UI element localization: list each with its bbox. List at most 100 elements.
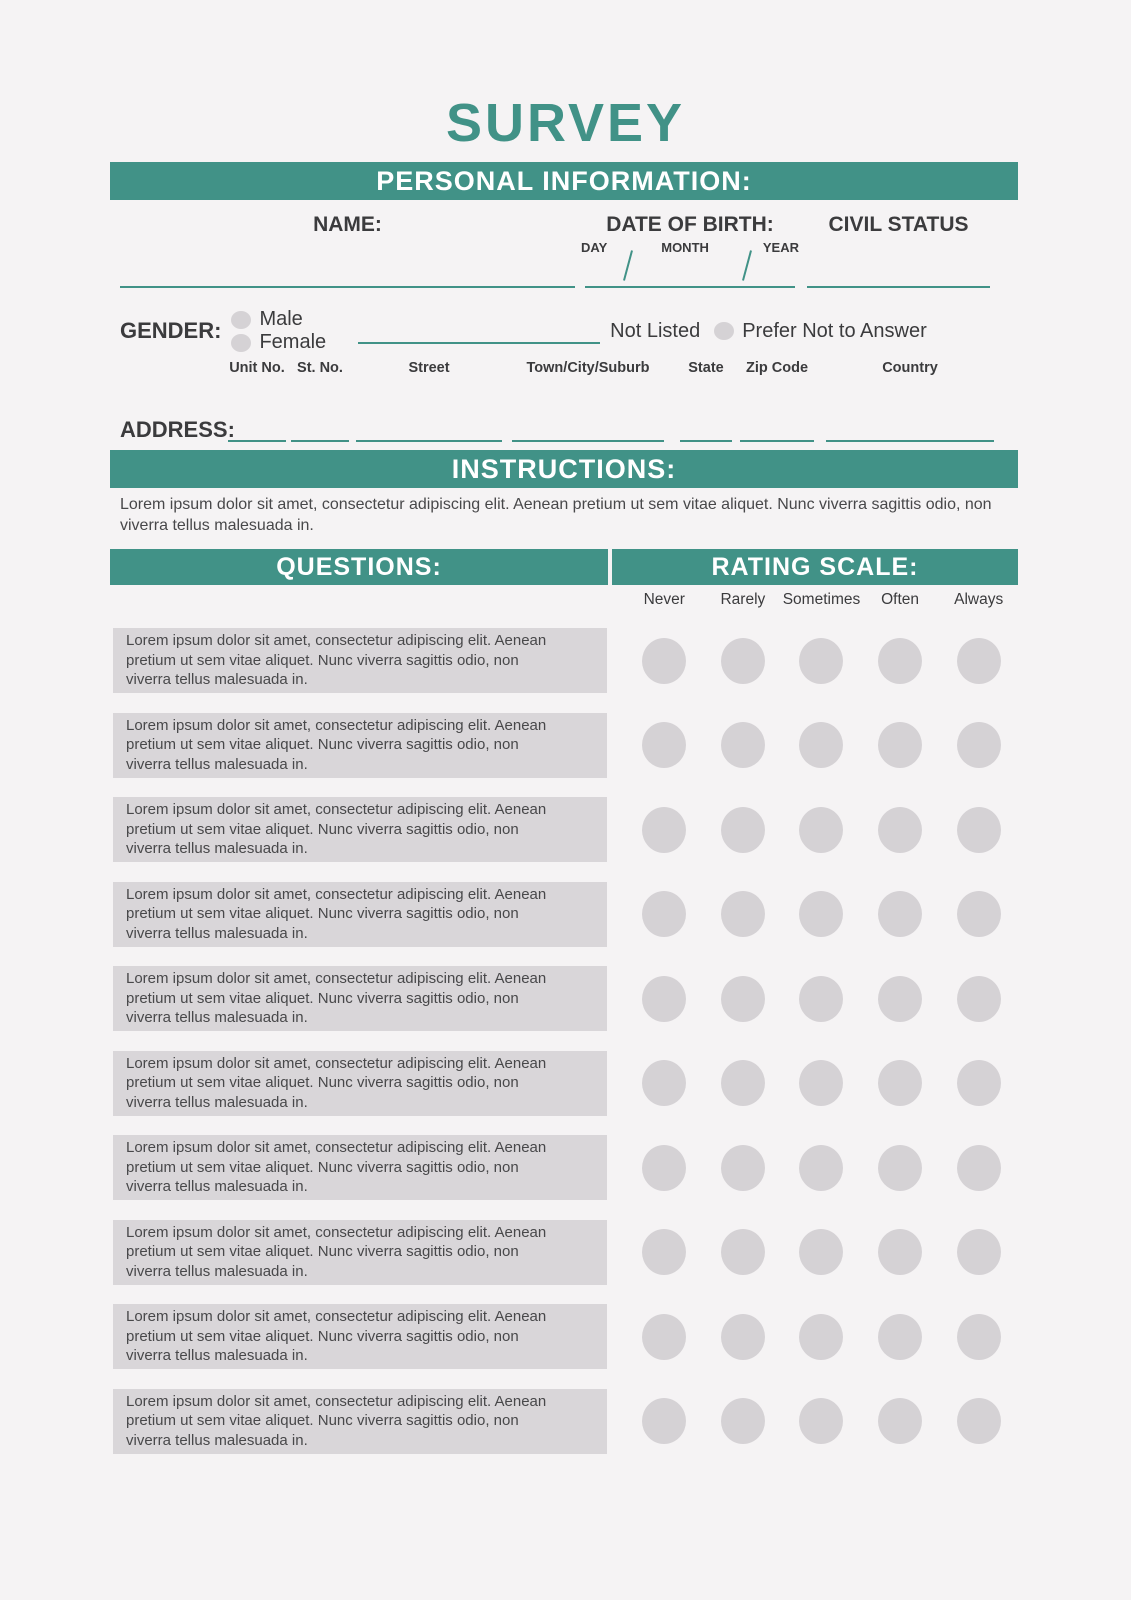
female-radio[interactable] — [231, 333, 252, 352]
address-input-line[interactable] — [740, 440, 814, 442]
rating-cell-sometimes — [782, 882, 861, 947]
rating-circle-never[interactable] — [642, 1060, 687, 1106]
rating-circle-sometimes[interactable] — [799, 1313, 844, 1360]
prefer-not-to-answer-radio[interactable] — [714, 322, 735, 340]
rating-circle-always[interactable] — [956, 891, 1001, 937]
rating-circle-rarely[interactable] — [720, 1144, 765, 1191]
rating-cell-never — [625, 713, 704, 778]
rating-circle-often[interactable] — [878, 975, 923, 1022]
rating-circle-rarely[interactable] — [720, 1313, 765, 1360]
rating-cell-sometimes — [782, 1389, 861, 1454]
rating-circle-rarely[interactable] — [720, 1229, 765, 1275]
rating-circle-always[interactable] — [956, 975, 1001, 1022]
gender-row: GENDER: Male Female Not Listed Prefer Not… — [120, 308, 1018, 353]
question-text: Lorem ipsum dolor sit amet, consectetur … — [126, 1392, 547, 1449]
instructions-header: INSTRUCTIONS: — [110, 450, 1018, 488]
address-input-line[interactable] — [291, 440, 349, 442]
rating-circle-often[interactable] — [878, 637, 923, 684]
rating-circle-sometimes[interactable] — [799, 722, 844, 768]
question-text-box: Lorem ipsum dolor sit amet, consectetur … — [113, 881, 607, 947]
rating-circle-often[interactable] — [878, 1144, 923, 1191]
rating-circle-rarely[interactable] — [720, 637, 765, 684]
rating-cell-rarely — [704, 882, 783, 947]
rating-circle-never[interactable] — [642, 637, 687, 684]
address-input-line[interactable] — [228, 440, 286, 442]
civil-status-input-line[interactable] — [807, 286, 990, 288]
rating-circle-often[interactable] — [878, 722, 923, 768]
question-text: Lorem ipsum dolor sit amet, consectetur … — [126, 801, 547, 858]
rating-circle-always[interactable] — [956, 806, 1001, 853]
rating-circle-always[interactable] — [956, 637, 1001, 684]
question-text-box: Lorem ipsum dolor sit amet, consectetur … — [113, 1219, 607, 1285]
rating-cell-rarely — [704, 1135, 783, 1200]
address-input-line[interactable] — [826, 440, 994, 442]
rating-circle-rarely[interactable] — [720, 1398, 765, 1444]
rating-options — [625, 882, 1018, 947]
question-text-box: Lorem ipsum dolor sit amet, consectetur … — [113, 966, 607, 1031]
question-text-box: Lorem ipsum dolor sit amet, consectetur … — [113, 628, 607, 693]
rating-circle-often[interactable] — [878, 806, 923, 853]
rating-circle-never[interactable] — [642, 1229, 687, 1275]
rating-scale-labels: Never Rarely Sometimes Often Always — [625, 591, 1018, 609]
personal-information-header: PERSONAL INFORMATION: — [110, 162, 1018, 200]
rating-options — [625, 797, 1018, 862]
question-row: Lorem ipsum dolor sit amet, consectetur … — [0, 1388, 1131, 1454]
rating-cell-never — [625, 1220, 704, 1285]
rating-circle-never[interactable] — [642, 806, 687, 853]
rating-circle-rarely[interactable] — [720, 722, 765, 768]
question-text: Lorem ipsum dolor sit amet, consectetur … — [126, 970, 547, 1027]
gender-label: GENDER: — [120, 318, 222, 343]
address-field-label: Zip Code — [745, 360, 809, 376]
male-radio[interactable] — [231, 310, 252, 329]
rating-cell-rarely — [704, 797, 783, 862]
question-text-box: Lorem ipsum dolor sit amet, consectetur … — [113, 1050, 607, 1116]
rating-circle-often[interactable] — [878, 1060, 923, 1106]
rating-circle-often[interactable] — [878, 1398, 923, 1444]
rating-circle-rarely[interactable] — [720, 1060, 765, 1106]
rating-circle-sometimes[interactable] — [799, 891, 844, 937]
rating-circle-sometimes[interactable] — [799, 975, 844, 1022]
rating-circle-never[interactable] — [642, 1313, 687, 1360]
address-field-label: Unit No. — [229, 360, 285, 376]
rating-circle-never[interactable] — [642, 975, 687, 1022]
rating-circle-sometimes[interactable] — [799, 1144, 844, 1191]
rating-circle-always[interactable] — [956, 1313, 1001, 1360]
rating-circle-always[interactable] — [956, 1144, 1001, 1191]
question-text-box: Lorem ipsum dolor sit amet, consectetur … — [113, 1304, 607, 1369]
rating-cell-sometimes — [782, 628, 861, 693]
rating-circle-sometimes[interactable] — [799, 1060, 844, 1106]
question-text: Lorem ipsum dolor sit amet, consectetur … — [126, 1223, 547, 1280]
rating-circle-often[interactable] — [878, 1313, 923, 1360]
rating-circle-rarely[interactable] — [720, 975, 765, 1022]
dob-input-line[interactable] — [585, 286, 795, 288]
address-input-line[interactable] — [512, 440, 664, 442]
gender-options: Male Female — [231, 308, 336, 354]
rating-circle-never[interactable] — [642, 722, 687, 768]
rating-cell-always — [939, 797, 1018, 862]
rating-cell-sometimes — [782, 1304, 861, 1369]
address-field-7: Country — [826, 360, 994, 442]
rating-circle-often[interactable] — [878, 1229, 923, 1275]
rating-circle-sometimes[interactable] — [799, 1229, 844, 1275]
rating-circle-never[interactable] — [642, 1144, 687, 1191]
address-input-line[interactable] — [356, 440, 502, 442]
rating-circle-often[interactable] — [878, 891, 923, 937]
address-input-line[interactable] — [680, 440, 732, 442]
rating-circle-sometimes[interactable] — [799, 1398, 844, 1444]
rating-circle-rarely[interactable] — [720, 891, 765, 937]
address-field-5: State — [680, 360, 732, 442]
rating-circle-always[interactable] — [956, 1398, 1001, 1444]
rating-circle-rarely[interactable] — [720, 806, 765, 853]
question-row: Lorem ipsum dolor sit amet, consectetur … — [0, 881, 1131, 947]
rating-circle-sometimes[interactable] — [799, 806, 844, 853]
rating-circle-always[interactable] — [956, 1060, 1001, 1106]
rating-circle-always[interactable] — [956, 1229, 1001, 1275]
rating-circle-sometimes[interactable] — [799, 637, 844, 684]
rating-circle-always[interactable] — [956, 722, 1001, 768]
name-input-line[interactable] — [120, 286, 575, 288]
rating-circle-never[interactable] — [642, 891, 687, 937]
rating-circle-never[interactable] — [642, 1398, 687, 1444]
gender-writein-line[interactable] — [358, 342, 601, 344]
scale-label-never: Never — [643, 591, 685, 608]
question-text: Lorem ipsum dolor sit amet, consectetur … — [126, 1054, 547, 1111]
